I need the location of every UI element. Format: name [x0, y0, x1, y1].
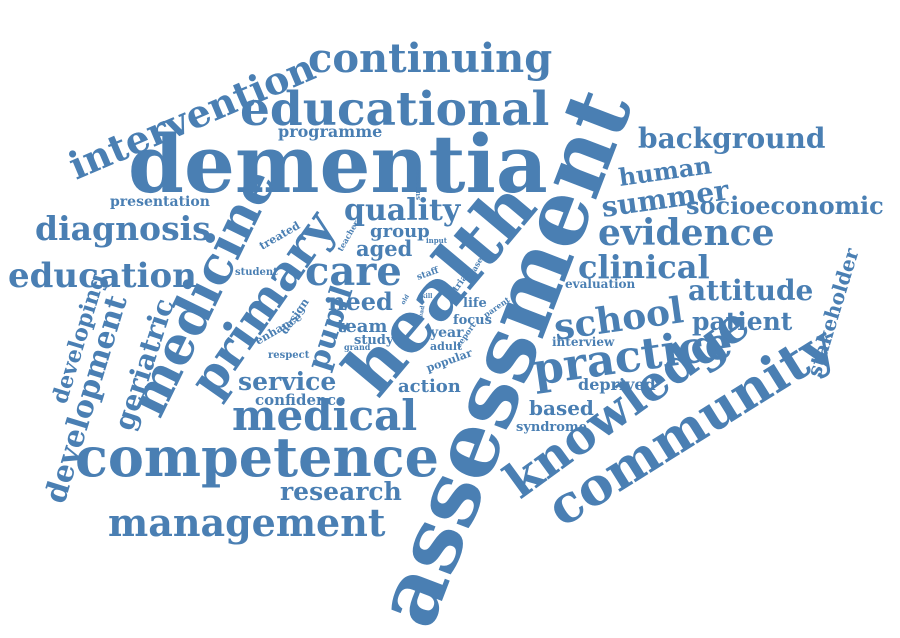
word-team: team [337, 316, 387, 337]
word-group: group [370, 221, 430, 242]
word-socioeconomic: socioeconomic [686, 191, 884, 220]
word-grand: grand [344, 342, 371, 352]
word-service: service [238, 367, 336, 396]
word-life: life [463, 296, 487, 311]
word-educational: educational [240, 82, 549, 137]
word-background: background [638, 122, 825, 155]
word-input: input [426, 236, 448, 245]
word-management: management [108, 500, 386, 545]
word-student: student [235, 267, 278, 278]
word-adult: adult [430, 340, 463, 353]
word-year: year [429, 325, 464, 341]
word-lead: lead [417, 304, 426, 320]
word-success: success [413, 170, 422, 200]
word-medical: medical [232, 391, 417, 440]
word-respect: respect [268, 350, 310, 361]
word-competence: competence [75, 425, 439, 489]
word-evidence: evidence [598, 212, 775, 254]
word-deprived: deprived [578, 375, 656, 394]
word-diagnosis: diagnosis [35, 209, 211, 248]
word-syndrome: syndrome [516, 420, 587, 435]
word-skill: skill [418, 293, 433, 300]
word-action: action [398, 376, 461, 397]
word-quality: quality [344, 193, 462, 228]
word-care: care [305, 248, 402, 295]
word-confidence: confidence [255, 391, 346, 409]
word-interview: interview [552, 335, 615, 349]
word-education: education [8, 256, 197, 296]
word-based: based [529, 396, 594, 420]
word-evaluation: evaluation [565, 277, 636, 291]
word-clinical: clinical [578, 248, 710, 286]
word-need: need [328, 287, 393, 316]
word-aged: aged [356, 236, 413, 261]
word-focus: focus [453, 313, 492, 328]
word-presentation: presentation [110, 194, 210, 210]
word-research: research [280, 477, 402, 506]
word-patient: patient [692, 307, 793, 336]
word-dementia: dementia [128, 117, 548, 211]
word-programme: programme [278, 122, 382, 141]
word-continuing: continuing [308, 35, 552, 82]
word-study: study [354, 333, 394, 348]
word-old: old [400, 293, 412, 306]
word-attitude: attitude [688, 274, 813, 307]
